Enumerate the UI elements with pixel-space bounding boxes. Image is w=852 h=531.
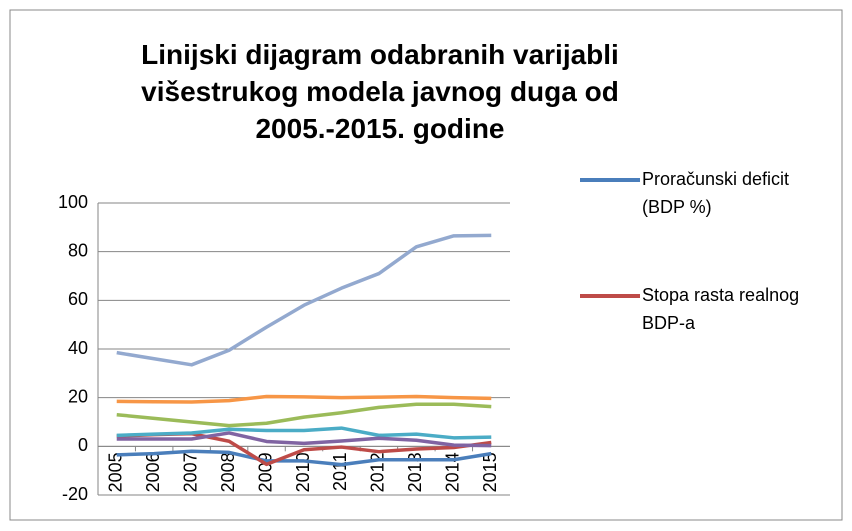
y-tick-label: 60 bbox=[68, 289, 88, 309]
x-tick-label: 2013 bbox=[405, 452, 425, 492]
chart-title: Linijski dijagram odabranih varijabli vi… bbox=[141, 39, 619, 144]
y-tick-label: 80 bbox=[68, 240, 88, 260]
title-box: Linijski dijagram odabranih varijabli vi… bbox=[141, 39, 619, 144]
x-tick-label: 2008 bbox=[218, 452, 238, 492]
legend-label: Stopa rasta realnog BDP-a bbox=[642, 285, 800, 333]
series-line bbox=[116, 394, 492, 404]
y-tick-label: -20 bbox=[62, 484, 88, 504]
legend-box: Stopa rasta realnog BDP-a bbox=[642, 285, 800, 333]
x-tick-label: 2007 bbox=[180, 452, 200, 492]
x-tick-label: 2011 bbox=[330, 452, 350, 491]
x-tick-label: 2012 bbox=[368, 452, 388, 492]
legend-label: Proračunski deficit (BDP %) bbox=[642, 169, 790, 217]
x-tick-label: 2010 bbox=[293, 452, 313, 492]
series-line bbox=[116, 233, 492, 367]
series-line bbox=[116, 449, 492, 467]
y-tick-label: 100 bbox=[58, 192, 88, 212]
series-line bbox=[116, 426, 492, 440]
legend-box: Proračunski deficit (BDP %) bbox=[642, 169, 790, 217]
y-tick-label: 0 bbox=[78, 435, 88, 455]
y-tick-label: 20 bbox=[68, 386, 88, 406]
x-tick-label: 2005 bbox=[105, 452, 125, 492]
y-tick-label: 40 bbox=[68, 338, 88, 358]
series-line bbox=[116, 431, 492, 448]
x-tick-label: 2014 bbox=[443, 452, 463, 492]
x-tick-label: 2006 bbox=[143, 452, 163, 492]
series-line bbox=[116, 402, 492, 428]
x-tick-label: 2015 bbox=[480, 452, 500, 492]
